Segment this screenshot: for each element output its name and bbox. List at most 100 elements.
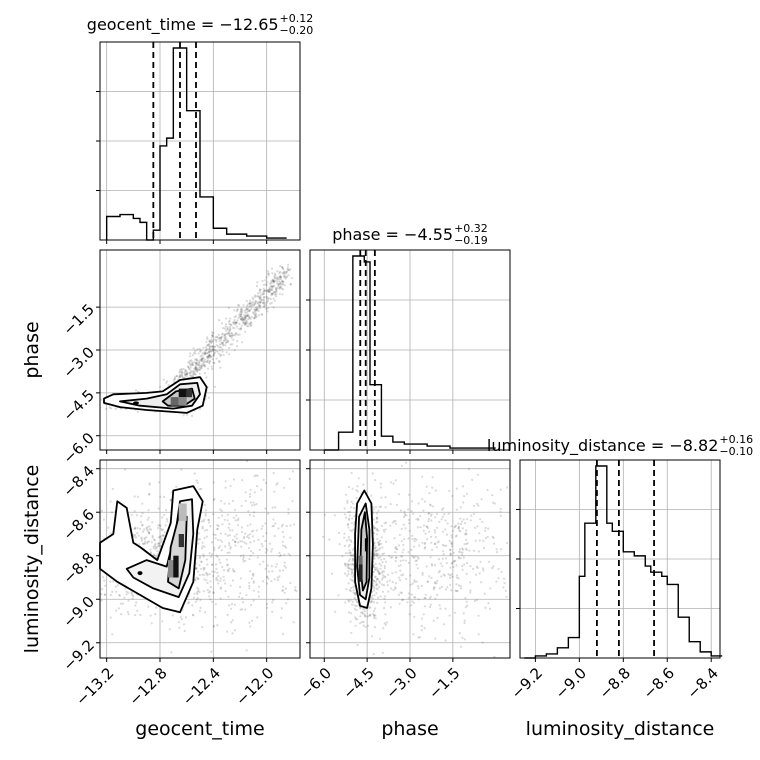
sample-point xyxy=(376,601,379,605)
sample-point xyxy=(283,274,286,277)
sample-point xyxy=(348,543,351,546)
sample-point xyxy=(227,526,230,529)
sample-point xyxy=(267,289,270,292)
sample-point xyxy=(381,578,384,581)
sample-point xyxy=(347,523,350,526)
sample-point xyxy=(270,580,273,583)
sample-point xyxy=(457,557,460,560)
sample-point xyxy=(216,624,219,627)
sample-point xyxy=(249,322,252,325)
sample-point xyxy=(482,539,485,543)
sample-point xyxy=(458,529,461,532)
sample-point xyxy=(394,571,397,574)
sample-point xyxy=(212,331,215,334)
sample-point xyxy=(353,515,356,518)
sample-point xyxy=(373,542,376,545)
sample-point xyxy=(456,589,459,593)
sample-point xyxy=(104,593,107,597)
sample-point xyxy=(268,290,271,294)
sample-point xyxy=(157,524,160,527)
sample-point xyxy=(395,548,398,551)
x-tick-label: −9.2 xyxy=(508,664,546,702)
x-tick-label: −8.4 xyxy=(683,664,721,702)
sample-point xyxy=(179,373,182,376)
sample-point xyxy=(480,498,483,501)
sample-point xyxy=(457,577,460,580)
sample-point xyxy=(195,362,198,365)
sample-point xyxy=(145,528,149,531)
sample-point xyxy=(463,621,466,625)
sample-point xyxy=(223,333,226,336)
sample-point xyxy=(442,507,445,510)
sample-point xyxy=(354,593,357,596)
sample-point xyxy=(449,548,452,552)
sample-point xyxy=(282,280,285,284)
sample-point xyxy=(272,280,275,283)
sample-point xyxy=(282,288,285,291)
sample-point xyxy=(133,495,136,498)
sample-point xyxy=(437,571,440,574)
sample-point xyxy=(412,512,415,515)
sample-point xyxy=(270,288,273,291)
sample-point xyxy=(346,564,349,568)
sample-point xyxy=(202,568,205,571)
sample-point xyxy=(450,562,453,565)
sample-point xyxy=(433,531,437,534)
sample-point xyxy=(158,385,162,388)
sample-point xyxy=(289,536,292,539)
sample-point xyxy=(199,366,202,369)
sample-point xyxy=(376,520,379,523)
sample-point xyxy=(200,357,204,360)
sample-point xyxy=(233,327,236,330)
sample-point xyxy=(262,293,265,296)
sample-point xyxy=(202,566,205,570)
sample-point xyxy=(469,519,472,522)
sample-point xyxy=(215,340,218,343)
sample-point xyxy=(379,567,382,570)
sample-point xyxy=(196,481,199,484)
sample-point xyxy=(374,562,377,566)
sample-point xyxy=(430,513,433,516)
sample-point xyxy=(153,553,156,556)
sample-point xyxy=(225,338,229,341)
x-tick-label: −13.2 xyxy=(72,664,117,709)
sample-point xyxy=(152,538,156,541)
sample-point xyxy=(245,319,248,322)
sample-point xyxy=(459,587,462,590)
sample-point xyxy=(465,533,468,536)
sample-point xyxy=(245,594,248,597)
sample-point xyxy=(204,358,207,361)
sample-point xyxy=(198,372,201,375)
sample-point xyxy=(158,524,162,527)
sample-point xyxy=(132,594,135,598)
sample-point xyxy=(199,606,202,610)
sample-point xyxy=(199,349,202,352)
sample-point xyxy=(198,347,201,350)
sample-point xyxy=(383,565,386,568)
sample-point xyxy=(134,526,137,529)
sample-point xyxy=(193,472,196,475)
sample-point xyxy=(210,553,213,556)
sample-point xyxy=(200,520,203,523)
sample-point xyxy=(153,544,157,547)
sample-point xyxy=(160,537,163,540)
histogram-step-phase xyxy=(324,255,496,451)
sample-point xyxy=(287,274,290,277)
sample-point xyxy=(205,340,208,343)
sample-point xyxy=(416,526,419,529)
sample-point xyxy=(146,529,149,532)
sample-point xyxy=(457,526,460,530)
sample-point xyxy=(204,360,207,363)
sample-point xyxy=(172,379,175,382)
sample-point xyxy=(252,514,255,518)
sample-point xyxy=(271,287,274,290)
sample-point xyxy=(478,539,481,542)
sample-point xyxy=(267,297,270,300)
sample-point xyxy=(348,517,351,520)
sample-point xyxy=(208,350,211,353)
sample-point xyxy=(281,267,284,270)
sample-point xyxy=(217,575,220,578)
sample-point xyxy=(138,543,141,546)
sample-point xyxy=(251,296,254,299)
sample-point xyxy=(146,540,149,544)
